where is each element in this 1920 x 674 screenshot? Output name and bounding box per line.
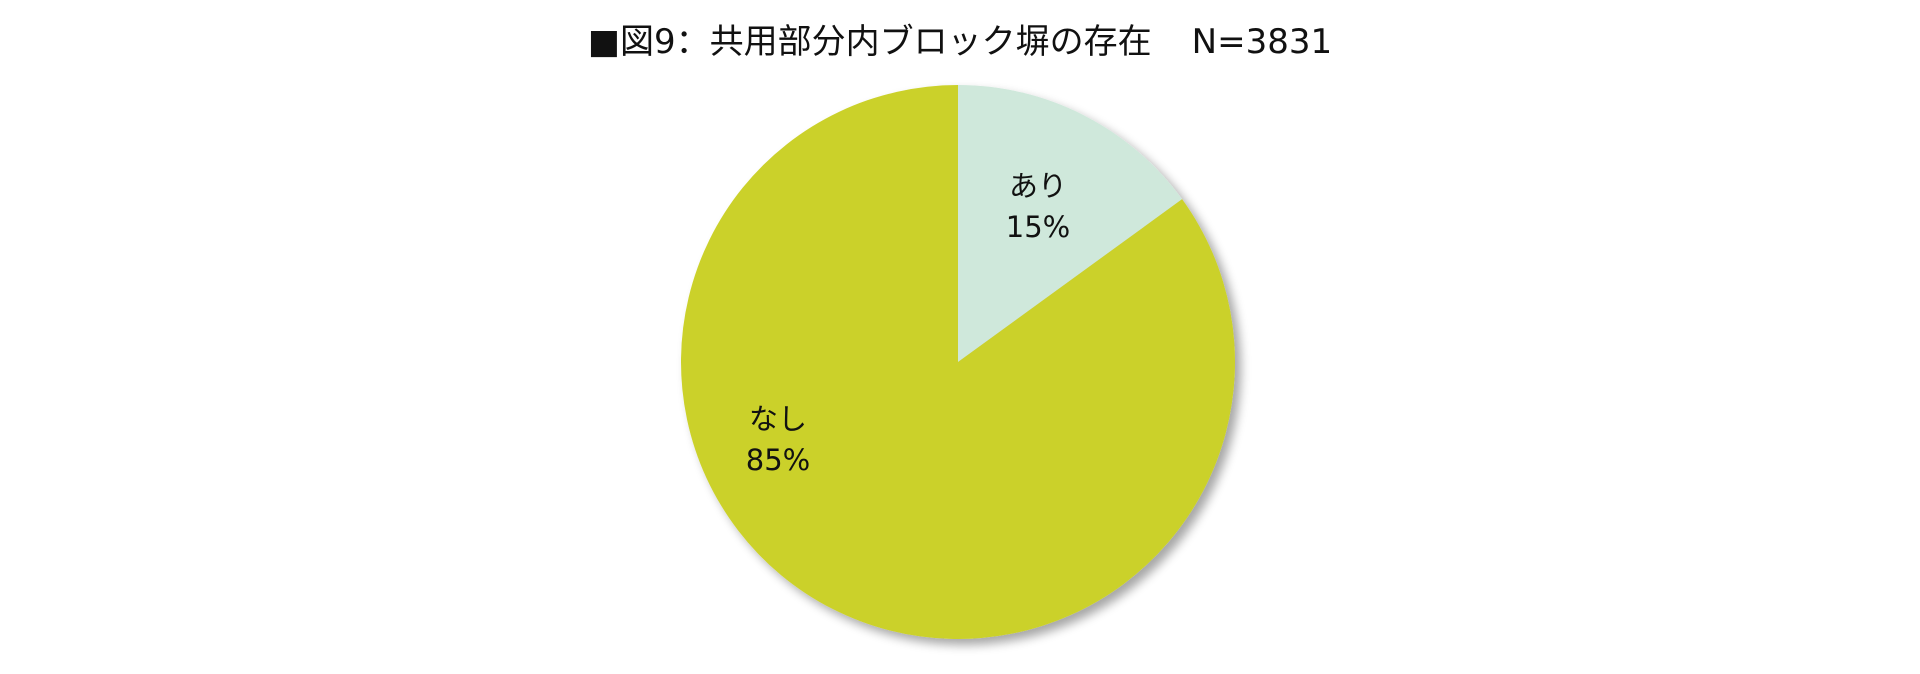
slice-label: なし [749, 402, 807, 436]
chart-title: ■図9：共用部分内ブロック塀の存在 N=3831 [0, 14, 1920, 63]
slice-value-label: 85% [746, 443, 810, 477]
slice-value-label: 15% [1006, 210, 1070, 244]
pie-slice-2 [680, 85, 1235, 639]
slice-label: あり [1009, 169, 1067, 203]
title-text: ■図9：共用部分内ブロック塀の存在 [587, 22, 1152, 62]
sample-size: N=3831 [1191, 22, 1333, 62]
pie-slice-1 [958, 85, 1183, 362]
